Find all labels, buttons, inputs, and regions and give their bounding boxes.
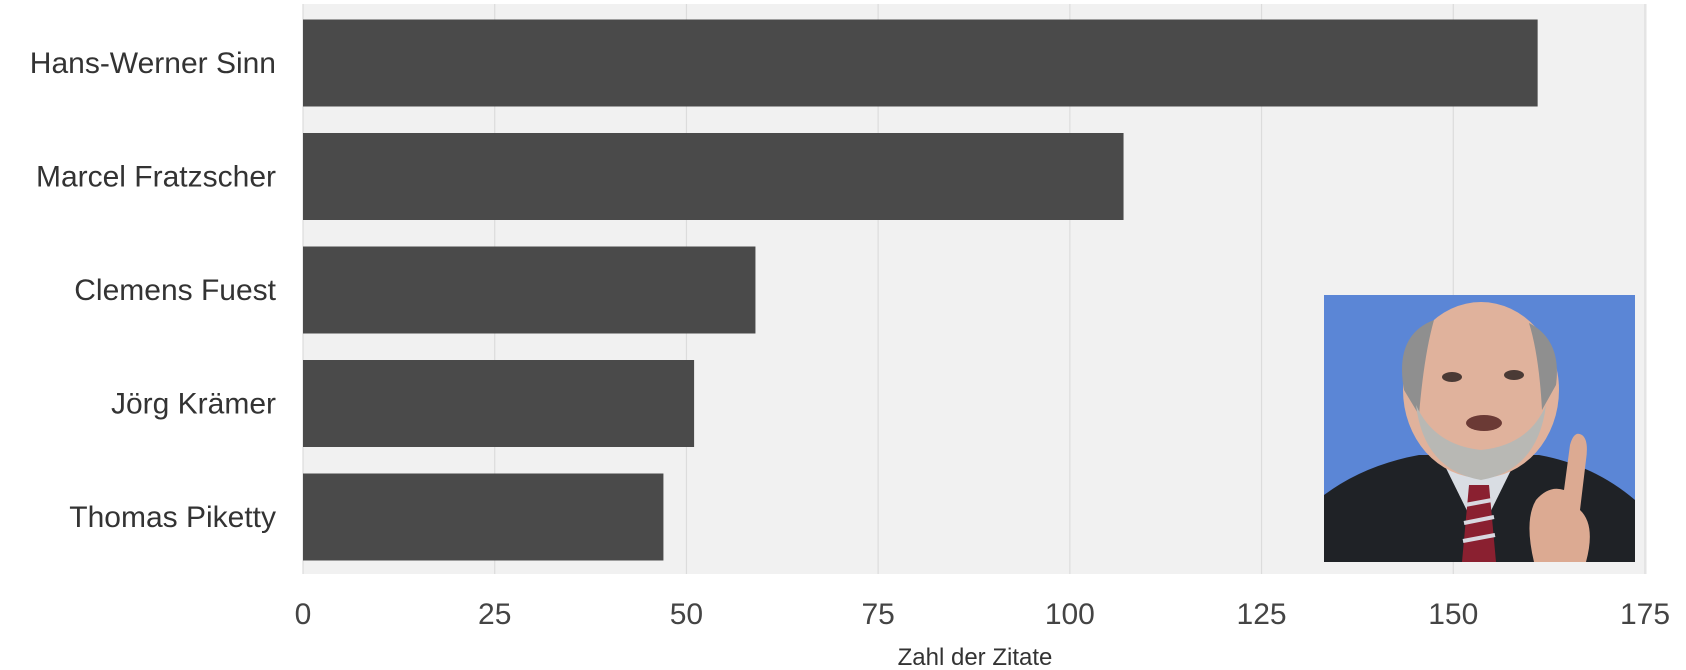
x-tick-label: 150 xyxy=(1428,598,1478,631)
category-label: Marcel Fratzscher xyxy=(36,161,276,194)
photo-mouth xyxy=(1466,415,1502,431)
x-tick-label: 50 xyxy=(670,598,703,631)
x-tick-label: 25 xyxy=(478,598,511,631)
photo-hair xyxy=(1402,320,1557,415)
category-label: Jörg Krämer xyxy=(111,388,276,421)
photo-eye-left xyxy=(1442,372,1462,382)
category-label: Hans-Werner Sinn xyxy=(30,47,276,80)
photo-tie-stripes xyxy=(1462,498,1496,543)
inset-photo xyxy=(1324,295,1635,562)
category-label: Clemens Fuest xyxy=(74,274,276,307)
category-label: Thomas Piketty xyxy=(69,501,276,534)
photo-hand xyxy=(1529,433,1590,562)
bar xyxy=(303,19,1538,107)
x-tick-label: 100 xyxy=(1045,598,1095,631)
x-axis-title: Zahl der Zitate xyxy=(898,644,1053,670)
category-labels: Hans-Werner Sinn Marcel Fratzscher Clemens… xyxy=(30,47,277,534)
photo-eye-right xyxy=(1504,370,1524,380)
x-tick-label: 0 xyxy=(295,598,312,631)
bar xyxy=(303,473,664,561)
bar xyxy=(303,360,695,447)
x-tick-label: 175 xyxy=(1620,598,1670,631)
x-tick-labels: 0 25 50 75 100 125 150 175 xyxy=(295,598,1670,631)
bar xyxy=(303,133,1124,220)
photo-head xyxy=(1403,302,1559,478)
photo-beard xyxy=(1416,405,1546,480)
x-tick-label: 75 xyxy=(861,598,894,631)
bars xyxy=(303,19,1538,561)
x-tick-label: 125 xyxy=(1237,598,1287,631)
bar xyxy=(303,246,756,334)
